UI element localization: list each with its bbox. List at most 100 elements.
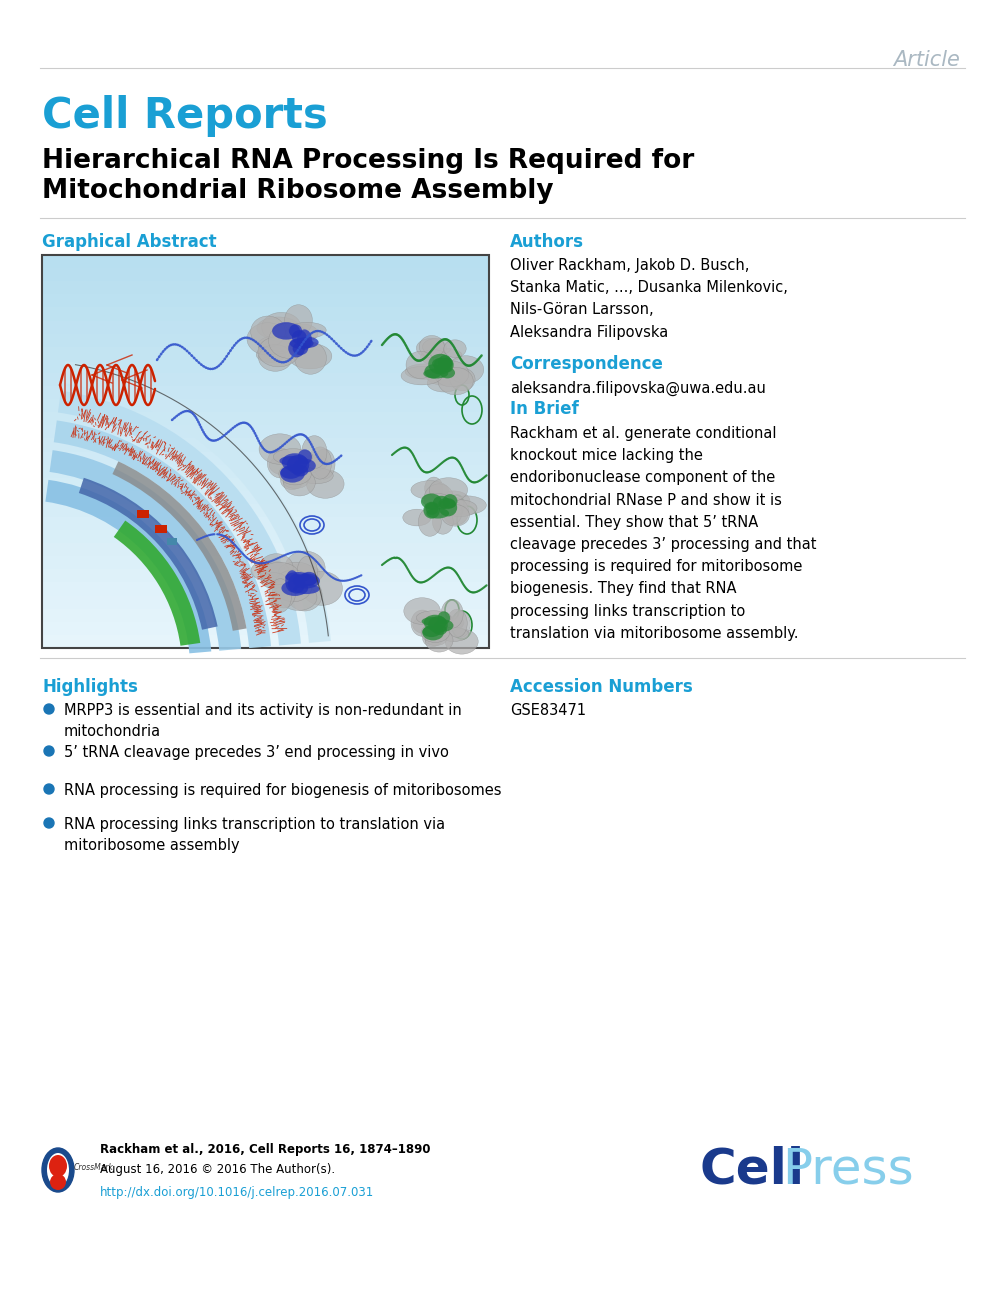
FancyBboxPatch shape [42,438,489,452]
Ellipse shape [422,625,444,641]
Ellipse shape [297,556,318,589]
Circle shape [44,746,54,756]
Ellipse shape [285,570,299,592]
Ellipse shape [293,573,320,589]
Ellipse shape [438,499,455,509]
Ellipse shape [424,615,446,630]
Ellipse shape [302,455,328,470]
Text: In Brief: In Brief [510,401,579,418]
FancyBboxPatch shape [42,608,489,621]
Text: 5’ tRNA cleavage precedes 3’ end processing in vivo: 5’ tRNA cleavage precedes 3’ end process… [64,745,449,760]
Ellipse shape [423,630,442,647]
Ellipse shape [285,324,318,342]
FancyBboxPatch shape [42,595,489,608]
Ellipse shape [404,598,440,624]
FancyBboxPatch shape [42,491,489,504]
Ellipse shape [433,496,450,509]
Ellipse shape [405,364,444,380]
Ellipse shape [445,629,478,654]
Ellipse shape [293,459,316,472]
Ellipse shape [429,478,467,502]
Text: Graphical Abstract: Graphical Abstract [42,234,217,251]
Ellipse shape [302,436,327,468]
FancyBboxPatch shape [42,386,489,399]
Ellipse shape [257,317,300,339]
Wedge shape [45,480,211,654]
FancyBboxPatch shape [42,308,489,321]
Ellipse shape [293,576,317,586]
FancyBboxPatch shape [155,526,167,534]
Ellipse shape [422,626,440,637]
Ellipse shape [280,465,305,483]
Ellipse shape [292,583,320,594]
Ellipse shape [432,358,452,369]
Ellipse shape [428,619,462,632]
Text: Article: Article [893,50,960,70]
Ellipse shape [268,578,291,612]
Ellipse shape [418,508,441,536]
Ellipse shape [256,347,285,363]
Text: CrossMark: CrossMark [74,1163,114,1172]
Ellipse shape [281,453,308,471]
Text: Accession Numbers: Accession Numbers [510,679,692,696]
Ellipse shape [258,337,299,367]
FancyBboxPatch shape [42,425,489,438]
Ellipse shape [403,509,431,526]
Ellipse shape [411,609,434,637]
Ellipse shape [280,466,302,479]
Ellipse shape [440,367,455,378]
Ellipse shape [425,629,453,652]
Ellipse shape [284,304,313,335]
Ellipse shape [441,358,453,372]
Ellipse shape [289,338,314,348]
Ellipse shape [259,553,293,582]
FancyBboxPatch shape [42,569,489,582]
Circle shape [44,818,54,827]
Ellipse shape [419,335,444,358]
Ellipse shape [433,625,447,636]
Ellipse shape [428,616,448,633]
Ellipse shape [288,574,306,594]
Ellipse shape [258,345,292,372]
Ellipse shape [274,570,312,602]
Ellipse shape [422,493,451,508]
Ellipse shape [49,1155,67,1177]
FancyBboxPatch shape [42,556,489,569]
Ellipse shape [441,505,469,526]
Circle shape [44,784,54,793]
Text: Cell: Cell [700,1146,805,1194]
Text: Rackham et al. generate conditional
knockout mice lacking the
endoribonuclease c: Rackham et al. generate conditional knoc… [510,425,816,641]
Ellipse shape [268,324,310,359]
Wedge shape [58,390,300,646]
Ellipse shape [416,611,451,625]
Wedge shape [114,521,200,646]
Ellipse shape [428,354,452,375]
Ellipse shape [438,355,451,371]
Text: Rackham et al., 2016, Cell Reports 16, 1874–1890: Rackham et al., 2016, Cell Reports 16, 1… [100,1143,430,1156]
FancyBboxPatch shape [42,321,489,334]
Ellipse shape [441,616,464,629]
FancyBboxPatch shape [42,621,489,636]
Ellipse shape [423,348,462,361]
FancyBboxPatch shape [42,399,489,412]
Ellipse shape [421,624,449,642]
Ellipse shape [307,470,344,499]
Text: aleksandra.filipovska@uwa.edu.au: aleksandra.filipovska@uwa.edu.au [510,381,766,397]
Ellipse shape [292,465,309,476]
Ellipse shape [280,585,317,611]
Ellipse shape [288,343,332,369]
Ellipse shape [279,564,320,582]
Ellipse shape [259,433,300,465]
Ellipse shape [443,500,477,517]
Ellipse shape [425,478,443,500]
Ellipse shape [258,335,294,354]
FancyBboxPatch shape [42,295,489,308]
FancyBboxPatch shape [42,543,489,556]
Ellipse shape [314,449,335,479]
FancyBboxPatch shape [42,478,489,491]
Ellipse shape [451,611,470,637]
Ellipse shape [434,620,453,632]
Ellipse shape [47,1154,69,1188]
Ellipse shape [443,500,462,525]
Ellipse shape [438,368,473,395]
